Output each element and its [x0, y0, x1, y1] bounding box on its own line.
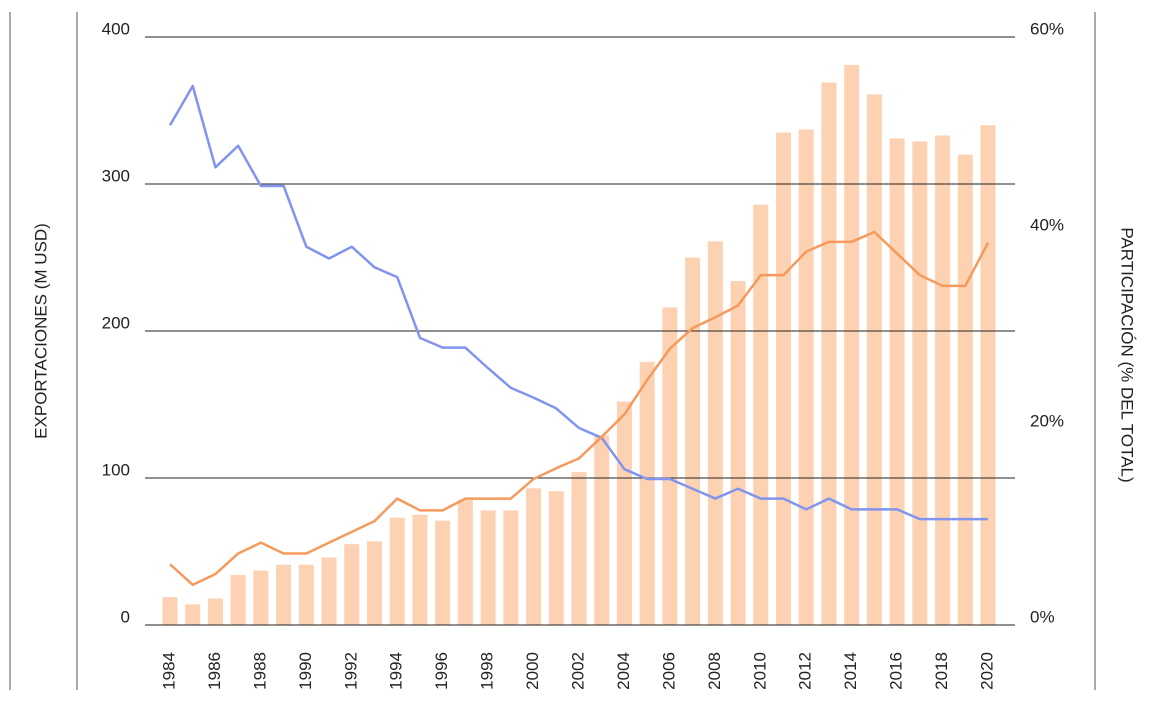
y2-tick-label: 0%	[1030, 607, 1055, 626]
bar	[753, 204, 769, 625]
bar	[503, 510, 519, 625]
x-tick-label: 2006	[659, 652, 678, 690]
x-tick-label: 2014	[841, 652, 860, 690]
bar	[276, 564, 292, 625]
line	[168, 84, 988, 521]
bar	[730, 281, 746, 625]
bar	[412, 514, 428, 625]
bar	[662, 307, 678, 625]
bar	[844, 64, 860, 626]
x-tick-label: 1986	[205, 652, 224, 690]
bar	[571, 472, 587, 625]
x-tick-label: 1994	[387, 652, 406, 690]
x-tick-label: 2018	[932, 652, 951, 690]
y2-tick-label: 40%	[1030, 215, 1064, 234]
y-tick-label: 400	[102, 19, 130, 38]
y2-tick-label: 20%	[1030, 411, 1064, 430]
bar	[253, 570, 269, 625]
bar	[435, 520, 451, 625]
bar	[230, 575, 246, 625]
bar	[185, 604, 201, 625]
bar	[776, 132, 791, 626]
y2-tick-label: 60%	[1030, 19, 1064, 38]
x-tick-label: 2008	[705, 652, 724, 690]
bar	[980, 125, 996, 625]
y-axis-title: EXPORTACIONES (M USD)	[31, 223, 50, 439]
bar	[935, 135, 951, 626]
x-tick-label: 2012	[796, 652, 815, 690]
bar	[866, 94, 882, 625]
x-tick-label: 1990	[296, 652, 315, 690]
x-tick-label: 1984	[159, 652, 178, 690]
bar	[685, 257, 701, 625]
bar	[889, 138, 905, 625]
x-tick-label: 1998	[478, 652, 497, 690]
x-tick-label: 1992	[341, 652, 360, 690]
y-tick-label: 100	[102, 460, 130, 479]
bar	[912, 141, 928, 625]
bar	[957, 154, 973, 625]
line	[169, 230, 990, 587]
y-tick-label: 0	[121, 607, 130, 626]
x-tick-label: 2002	[568, 652, 587, 690]
x-tick-label: 1996	[432, 652, 451, 690]
x-tick-label: 2000	[523, 652, 542, 690]
bar	[798, 129, 814, 626]
bar	[639, 361, 655, 625]
bar	[526, 488, 542, 625]
bar	[707, 241, 723, 625]
x-tick-label: 2004	[614, 652, 633, 690]
y-tick-label: 200	[102, 313, 130, 332]
bar	[457, 500, 473, 625]
bar	[548, 491, 564, 625]
x-tick-label: 2016	[887, 652, 906, 690]
y2-axis-title: PARTICIPACIÓN (% DEL TOTAL)	[1118, 227, 1137, 482]
bar	[321, 557, 337, 625]
bar	[367, 541, 382, 625]
y-tick-label: 300	[102, 166, 130, 185]
bar	[344, 544, 360, 625]
x-tick-label: 1988	[250, 652, 269, 690]
bar	[594, 435, 610, 625]
bar	[616, 401, 632, 625]
bar	[162, 597, 178, 625]
x-tick-label: 2020	[977, 652, 996, 690]
bar	[207, 598, 223, 625]
bar	[480, 510, 496, 625]
x-tick-label: 2010	[750, 652, 769, 690]
bar	[389, 517, 405, 625]
bar	[821, 82, 837, 625]
bar	[298, 564, 314, 625]
